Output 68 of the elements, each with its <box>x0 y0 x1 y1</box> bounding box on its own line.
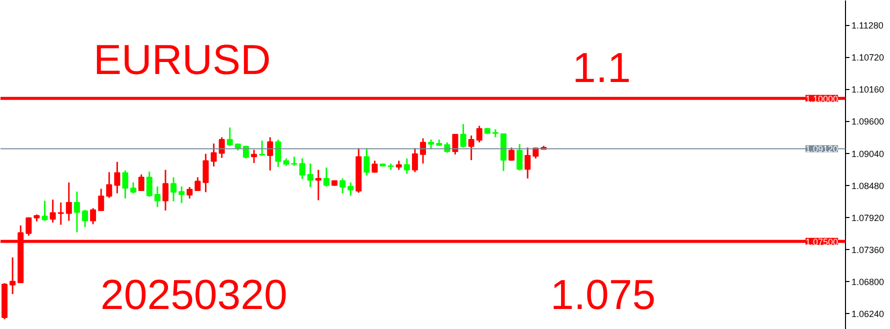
ref-line-label: 1.09120 <box>806 144 838 154</box>
candlestick <box>291 156 298 167</box>
candlestick <box>114 161 120 194</box>
candlestick <box>524 146 531 180</box>
y-tick-label: 1.08480 <box>852 180 884 191</box>
candlestick <box>323 166 330 188</box>
candlestick <box>251 149 257 164</box>
candlestick <box>396 160 402 171</box>
candlestick <box>138 174 144 192</box>
candlestick <box>10 256 16 295</box>
candlestick <box>98 188 104 212</box>
annotation: EURUSD <box>94 36 271 83</box>
y-tick-label: 1.06240 <box>852 308 884 319</box>
candlestick <box>468 134 474 161</box>
y-tick-label: 1.07920 <box>852 212 884 223</box>
y-tick-label: 1.07360 <box>852 244 884 255</box>
candlestick <box>106 171 112 199</box>
candlestick <box>122 170 128 200</box>
candlestick <box>372 160 378 174</box>
candlestick <box>508 146 515 162</box>
candlestick <box>58 202 64 226</box>
candlestick <box>299 158 306 180</box>
ref-line-label: 1.10000 <box>806 94 838 104</box>
candlestick <box>404 158 410 175</box>
candlestick <box>476 125 482 144</box>
y-tick-label: 1.09600 <box>852 116 884 127</box>
y-tick-label: 1.10160 <box>852 84 884 95</box>
candlestick <box>90 207 96 225</box>
candlestick <box>194 176 201 192</box>
ref-line-label: 1.07500 <box>806 236 838 247</box>
y-tick-label: 1.11280 <box>852 20 884 31</box>
candlestick <box>178 186 185 204</box>
candlestick <box>420 138 426 164</box>
candlestick <box>428 138 434 150</box>
candlestick <box>340 178 346 194</box>
candlestick <box>170 176 177 202</box>
candlestick <box>42 200 48 222</box>
y-tick-label: 1.10720 <box>852 52 884 63</box>
candlestick <box>202 153 209 193</box>
candlestick <box>210 142 217 168</box>
candlestick <box>26 216 32 236</box>
candlestick <box>74 190 80 233</box>
candlestick <box>348 182 354 196</box>
candlestick <box>275 138 282 168</box>
candlestick <box>267 136 274 172</box>
candlestick <box>452 134 458 156</box>
candlestick <box>50 198 56 224</box>
candlestick <box>364 147 370 176</box>
candlestick <box>460 123 466 148</box>
candlestick <box>315 169 322 201</box>
candlestick <box>516 143 523 172</box>
annotation: 1.1 <box>572 44 631 91</box>
annotation: 1.075 <box>550 271 656 318</box>
candlestick <box>307 162 314 188</box>
annotation: 20250320 <box>100 271 288 318</box>
candlestick <box>259 140 266 156</box>
candlestick <box>226 126 233 147</box>
candlestick <box>82 209 88 228</box>
candlestick <box>66 182 72 222</box>
candlestick <box>186 186 193 200</box>
candlestick <box>162 169 168 212</box>
y-tick-label: 1.06800 <box>852 276 884 287</box>
candlestick <box>218 136 225 159</box>
candlestick <box>130 182 136 194</box>
candlestick <box>146 170 152 198</box>
candlestick <box>412 147 418 173</box>
candlestick <box>154 186 160 208</box>
y-tick-label: 1.09040 <box>852 148 884 159</box>
